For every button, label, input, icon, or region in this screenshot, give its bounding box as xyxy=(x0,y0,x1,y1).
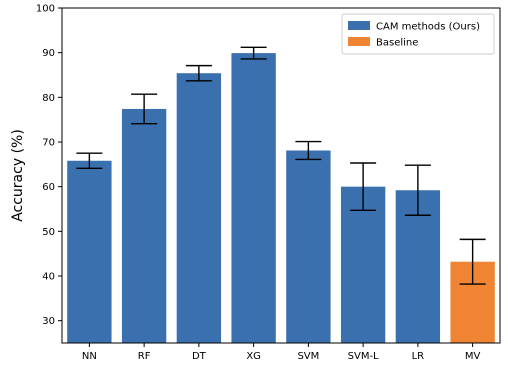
y-tick-label: 70 xyxy=(42,138,55,149)
y-axis-label-group: Accuracy (%) xyxy=(10,129,26,222)
bar-xg xyxy=(231,53,276,343)
error-bars xyxy=(76,46,486,285)
y-tick-label: 40 xyxy=(42,272,55,283)
x-tick-label-lr: LR xyxy=(412,351,425,362)
y-axis-ticks: 30 40 50 60 70 80 90 100 xyxy=(36,4,62,327)
error-bar-rf xyxy=(131,93,158,125)
error-bar-xg xyxy=(240,46,267,60)
legend-swatch-cam xyxy=(348,21,370,30)
x-tick-label-nn: NN xyxy=(82,351,97,362)
legend-box xyxy=(341,13,495,55)
bar-dt xyxy=(176,73,222,344)
bar-rf xyxy=(121,108,167,344)
y-tick-label: 30 xyxy=(42,316,55,327)
x-tick-label-mv: MV xyxy=(465,351,481,362)
y-axis-label: Accuracy (%) xyxy=(10,129,26,222)
error-bar-lr xyxy=(404,164,431,216)
error-bar-svm xyxy=(295,140,322,161)
legend-swatch-baseline xyxy=(348,37,370,46)
y-tick-label: 90 xyxy=(42,48,55,59)
legend-label-cam: CAM methods (Ours) xyxy=(376,22,480,33)
error-bar-svm-l xyxy=(350,162,377,212)
legend-label-baseline: Baseline xyxy=(376,38,418,49)
y-tick-label: 100 xyxy=(36,4,55,15)
x-tick-label-xg: XG xyxy=(246,351,261,362)
y-tick-label: 50 xyxy=(42,227,55,238)
legend: CAM methods (Ours) Baseline xyxy=(341,13,495,55)
x-tick-label-rf: RF xyxy=(138,351,151,362)
plot-frame xyxy=(61,7,501,344)
y-tick-label: 80 xyxy=(42,93,55,104)
bar-svm xyxy=(286,150,331,343)
bar-svm-l xyxy=(340,186,386,343)
error-bar-mv xyxy=(459,238,486,285)
error-bar-nn xyxy=(76,152,103,170)
error-bar-dt xyxy=(185,64,212,82)
x-axis-ticks: NN RF DT XG SVM SVM-L LR MV xyxy=(82,343,481,362)
x-tick-label-dt: DT xyxy=(192,351,207,362)
bar-nn xyxy=(67,160,112,343)
bars xyxy=(67,53,495,344)
y-tick-label: 60 xyxy=(42,182,55,193)
x-tick-label-svm-l: SVM-L xyxy=(348,351,379,362)
x-tick-label-svm: SVM xyxy=(297,351,319,362)
